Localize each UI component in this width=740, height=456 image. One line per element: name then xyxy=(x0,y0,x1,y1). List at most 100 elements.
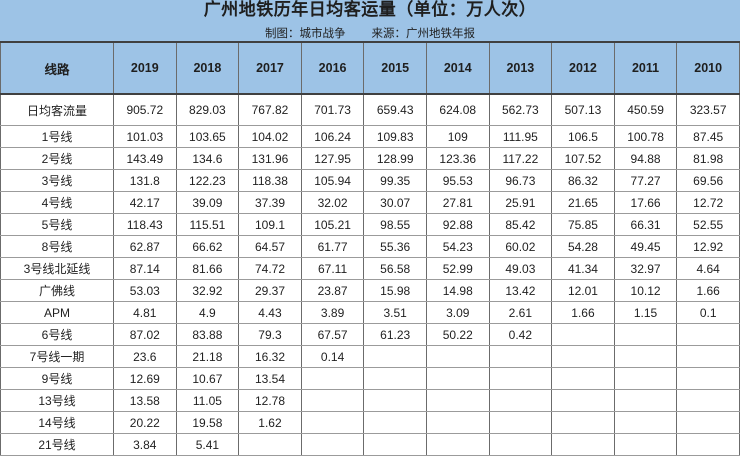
table-cell: 39.09 xyxy=(175,191,240,215)
table-cell: 99.35 xyxy=(363,169,427,193)
table-cell: 52.55 xyxy=(676,213,740,237)
table-cell: 19.58 xyxy=(175,411,240,435)
table-cell: 32.97 xyxy=(613,257,678,281)
table-cell: 109.83 xyxy=(363,125,427,149)
row-label: 7号线一期 xyxy=(0,345,114,369)
table-cell: 41.34 xyxy=(551,257,615,281)
table-cell: 105.94 xyxy=(300,169,365,193)
table-cell: 4.64 xyxy=(676,257,740,281)
table-cell: 106.5 xyxy=(551,125,615,149)
table-cell: 12.92 xyxy=(676,235,740,259)
table-cell: 66.31 xyxy=(613,213,678,237)
table-cell: 115.51 xyxy=(175,213,240,237)
table-cell xyxy=(613,367,678,391)
table-cell: 103.65 xyxy=(175,125,240,149)
table-cell: 101.03 xyxy=(113,125,177,149)
table-cell: 27.81 xyxy=(425,191,490,215)
source-text: 来源：广州地铁年报 xyxy=(371,28,476,41)
table-cell: 87.02 xyxy=(113,323,177,347)
table-cell xyxy=(425,389,490,413)
table-cell: 83.88 xyxy=(175,323,240,347)
table-cell: 122.23 xyxy=(175,169,240,193)
table-cell: 4.9 xyxy=(175,301,240,325)
table-row: 3号线 131.8 122.23 118.38 105.94 99.35 95.53 96.7… xyxy=(0,169,740,193)
table-cell xyxy=(676,411,740,435)
table-cell: 21.18 xyxy=(175,345,240,369)
table-cell: 98.55 xyxy=(363,213,427,237)
table-cell xyxy=(551,345,615,369)
table-cell: 94.88 xyxy=(613,147,678,171)
table-cell: 12.01 xyxy=(551,279,615,303)
table-cell: 49.03 xyxy=(488,257,553,281)
table-row: 4号线 42.17 39.09 37.39 32.02 30.07 27.81 25.91 21… xyxy=(0,191,740,215)
table-cell: 128.99 xyxy=(363,147,427,171)
table-cell: 95.53 xyxy=(425,169,490,193)
row-label: 日均客流量 xyxy=(0,93,114,127)
table-row: 14号线 20.22 19.58 1.62 xyxy=(0,411,740,435)
table-cell: 701.73 xyxy=(300,93,365,127)
table-cell xyxy=(488,389,553,413)
year-column-header: 2019 xyxy=(113,41,177,96)
table-cell: 81.66 xyxy=(175,257,240,281)
table-cell: 11.05 xyxy=(175,389,240,413)
row-label: 13号线 xyxy=(0,389,114,413)
table-cell xyxy=(551,389,615,413)
table-cell xyxy=(676,323,740,347)
table-cell: 79.3 xyxy=(238,323,302,347)
row-label: 8号线 xyxy=(0,235,114,259)
table-cell: 829.03 xyxy=(175,93,240,127)
table-cell: 2.61 xyxy=(488,301,553,325)
table-cell: 53.03 xyxy=(113,279,177,303)
table-cell xyxy=(613,389,678,413)
table-cell xyxy=(676,433,740,456)
table-cell xyxy=(488,433,553,456)
year-column-header: 2011 xyxy=(613,41,678,96)
table-cell xyxy=(551,323,615,347)
table-cell xyxy=(613,411,678,435)
table-cell: 3.09 xyxy=(425,301,490,325)
table-cell: 106.24 xyxy=(300,125,365,149)
table-cell: 450.59 xyxy=(613,93,678,127)
table-cell: 10.67 xyxy=(175,367,240,391)
table-cell: 111.95 xyxy=(488,125,553,149)
table-cell: 25.91 xyxy=(488,191,553,215)
table-cell: 61.23 xyxy=(363,323,427,347)
table-cell: 105.21 xyxy=(300,213,365,237)
table-cell: 16.32 xyxy=(238,345,302,369)
table-cell: 75.85 xyxy=(551,213,615,237)
table-cell: 42.17 xyxy=(113,191,177,215)
table-cell: 17.66 xyxy=(613,191,678,215)
table-cell: 127.95 xyxy=(300,147,365,171)
table-cell: 62.87 xyxy=(113,235,177,259)
table-cell: 81.98 xyxy=(676,147,740,171)
table-cell xyxy=(488,345,553,369)
table-cell: 54.28 xyxy=(551,235,615,259)
year-column-header: 2017 xyxy=(238,41,302,96)
table-cell xyxy=(300,411,365,435)
row-label: 2号线 xyxy=(0,147,114,171)
table-cell xyxy=(551,433,615,456)
table-cell: 12.69 xyxy=(113,367,177,391)
table-row: 13号线 13.58 11.05 12.78 xyxy=(0,389,740,413)
table-row: 8号线 62.87 66.62 64.57 61.77 55.36 54.23 60.02 54… xyxy=(0,235,740,259)
table-cell xyxy=(551,367,615,391)
table-cell: 21.65 xyxy=(551,191,615,215)
table-cell: 104.02 xyxy=(238,125,302,149)
table-cell: 67.57 xyxy=(300,323,365,347)
table-cell xyxy=(300,389,365,413)
table-cell: 37.39 xyxy=(238,191,302,215)
table-cell: 23.6 xyxy=(113,345,177,369)
row-label: 6号线 xyxy=(0,323,114,347)
table-cell: 20.22 xyxy=(113,411,177,435)
page-title: 广州地铁历年日均客运量（单位：万人次） xyxy=(203,0,537,19)
table-cell: 54.23 xyxy=(425,235,490,259)
table-cell xyxy=(425,367,490,391)
table-cell: 13.58 xyxy=(113,389,177,413)
row-label: 21号线 xyxy=(0,433,114,456)
table-cell xyxy=(363,433,427,456)
row-label: 9号线 xyxy=(0,367,114,391)
table-row: 1号线 101.03 103.65 104.02 106.24 109.83 109 111.… xyxy=(0,125,740,149)
row-label: 14号线 xyxy=(0,411,114,435)
table-cell: 659.43 xyxy=(363,93,427,127)
